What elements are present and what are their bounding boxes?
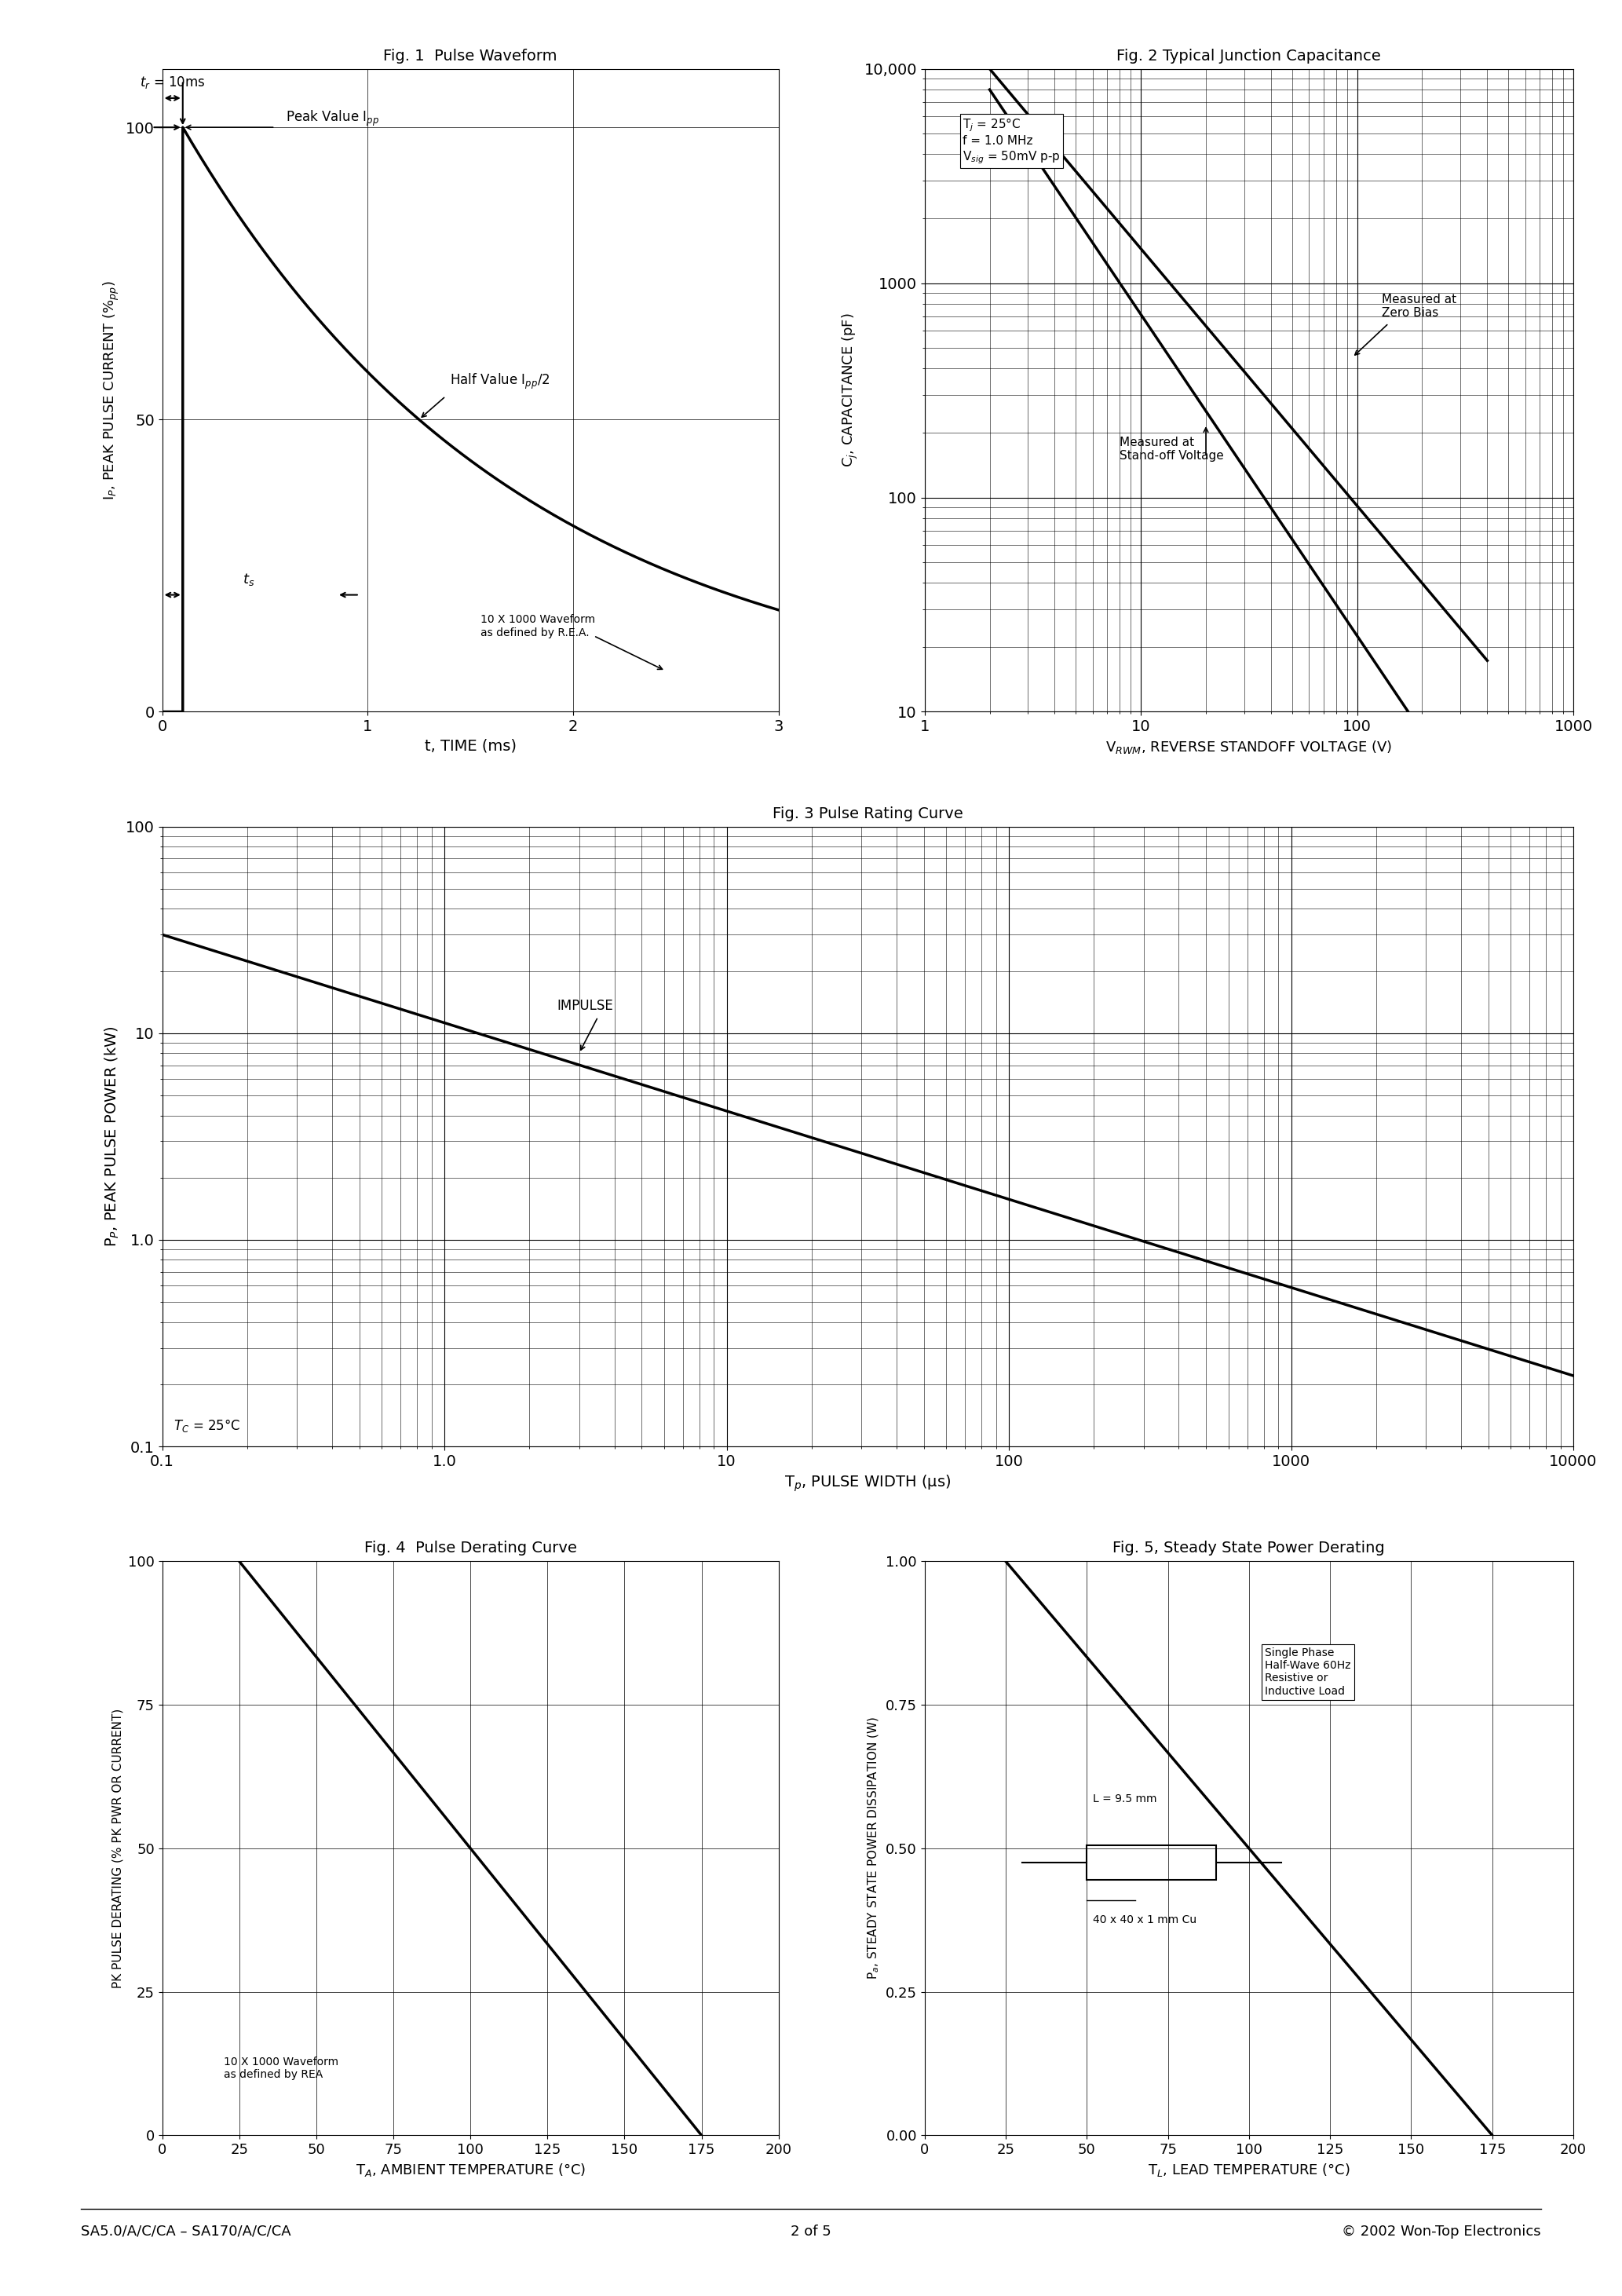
Text: 40 x 40 x 1 mm Cu: 40 x 40 x 1 mm Cu [1093, 1915, 1197, 1926]
Text: 10 X 1000 Waveform
as defined by R.E.A.: 10 X 1000 Waveform as defined by R.E.A. [480, 615, 595, 638]
Title: Fig. 2 Typical Junction Capacitance: Fig. 2 Typical Junction Capacitance [1118, 48, 1380, 64]
Text: SA5.0/A/C/CA – SA170/A/C/CA: SA5.0/A/C/CA – SA170/A/C/CA [81, 2225, 292, 2239]
X-axis label: V$_{RWM}$, REVERSE STANDOFF VOLTAGE (V): V$_{RWM}$, REVERSE STANDOFF VOLTAGE (V) [1106, 739, 1392, 755]
Text: Measured at
Stand-off Voltage: Measured at Stand-off Voltage [1119, 436, 1225, 461]
Title: Fig. 4  Pulse Derating Curve: Fig. 4 Pulse Derating Curve [363, 1541, 577, 1557]
X-axis label: T$_p$, PULSE WIDTH (µs): T$_p$, PULSE WIDTH (µs) [785, 1474, 950, 1492]
Title: Fig. 1  Pulse Waveform: Fig. 1 Pulse Waveform [383, 48, 558, 64]
X-axis label: T$_L$, LEAD TEMPERATURE (°C): T$_L$, LEAD TEMPERATURE (°C) [1148, 2161, 1350, 2179]
Text: $t_r$ = 10ms: $t_r$ = 10ms [139, 76, 206, 90]
Text: Half Value I$_{pp}$/2: Half Value I$_{pp}$/2 [449, 372, 550, 390]
Text: L = 9.5 mm: L = 9.5 mm [1093, 1793, 1156, 1805]
Title: Fig. 3 Pulse Rating Curve: Fig. 3 Pulse Rating Curve [772, 806, 963, 822]
Text: 10 X 1000 Waveform
as defined by REA: 10 X 1000 Waveform as defined by REA [224, 2057, 339, 2080]
Bar [1087, 1846, 1216, 1880]
Text: IMPULSE: IMPULSE [556, 999, 613, 1013]
Title: Fig. 5, Steady State Power Derating: Fig. 5, Steady State Power Derating [1113, 1541, 1385, 1557]
Y-axis label: C$_j$, CAPACITANCE (pF): C$_j$, CAPACITANCE (pF) [840, 312, 860, 468]
Text: T$_j$ = 25°C
f = 1.0 MHz
V$_{sig}$ = 50mV p-p: T$_j$ = 25°C f = 1.0 MHz V$_{sig}$ = 50m… [962, 117, 1061, 165]
X-axis label: T$_A$, AMBIENT TEMPERATURE (°C): T$_A$, AMBIENT TEMPERATURE (°C) [355, 2161, 586, 2179]
Y-axis label: PK PULSE DERATING (% PK PWR OR CURRENT): PK PULSE DERATING (% PK PWR OR CURRENT) [112, 1708, 123, 1988]
X-axis label: t, TIME (ms): t, TIME (ms) [425, 739, 516, 753]
Text: Measured at
Zero Bias: Measured at Zero Bias [1382, 294, 1457, 319]
Y-axis label: I$_P$, PEAK PULSE CURRENT (%$_{pp}$): I$_P$, PEAK PULSE CURRENT (%$_{pp}$) [102, 280, 122, 501]
Text: © 2002 Won-Top Electronics: © 2002 Won-Top Electronics [1341, 2225, 1541, 2239]
Text: Single Phase
Half-Wave 60Hz
Resistive or
Inductive Load: Single Phase Half-Wave 60Hz Resistive or… [1265, 1649, 1351, 1697]
Text: 2 of 5: 2 of 5 [790, 2225, 832, 2239]
Y-axis label: P$_a$, STEADY STATE POWER DISSIPATION (W): P$_a$, STEADY STATE POWER DISSIPATION (W… [866, 1717, 881, 1979]
Text: $t_s$: $t_s$ [242, 572, 255, 588]
Text: $T_C$ = 25°C: $T_C$ = 25°C [174, 1417, 242, 1435]
Text: Peak Value I$_{pp}$: Peak Value I$_{pp}$ [285, 108, 380, 129]
Y-axis label: P$_P$, PEAK PULSE POWER (kW): P$_P$, PEAK PULSE POWER (kW) [104, 1026, 122, 1247]
